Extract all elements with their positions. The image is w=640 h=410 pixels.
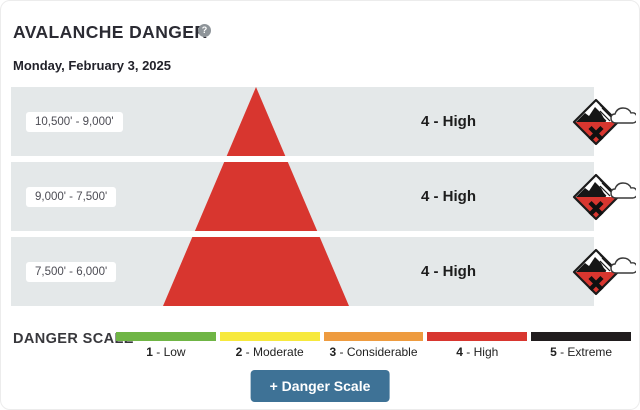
scale-level-moderate: 2 - Moderate (219, 332, 320, 359)
danger-scale-legend: 1 - Low 2 - Moderate 3 - Considerable 4 … (116, 332, 631, 359)
avalanche-high-icon (572, 96, 636, 148)
scale-swatch-moderate (219, 332, 320, 341)
scale-level-low: 1 - Low (116, 332, 216, 359)
page-title: AVALANCHE DANGER (13, 22, 208, 42)
avalanche-high-icon (572, 171, 636, 223)
elevation-band-middle: 9,000' - 7,500' 4 - High (11, 162, 594, 231)
scale-swatch-high (427, 332, 528, 341)
danger-rating: 4 - High (421, 188, 476, 205)
scale-level-label: 2 - Moderate (235, 345, 304, 359)
scale-level-label: 1 - Low (146, 345, 186, 359)
elevation-label: 10,500' - 9,000' (26, 111, 123, 132)
scale-swatch-extreme (531, 332, 631, 341)
scale-level-label: 3 - Considerable (329, 345, 418, 359)
danger-rating: 4 - High (421, 113, 476, 130)
avalanche-high-icon (572, 246, 636, 298)
scale-level-label: 5 - Extreme (550, 345, 613, 359)
scale-level-high: 4 - High (427, 332, 528, 359)
scale-swatch-low (116, 332, 216, 341)
elevation-band-lower: 7,500' - 6,000' 4 - High (11, 237, 594, 306)
scale-level-label: 4 - High (456, 345, 499, 359)
help-icon[interactable]: ? (198, 24, 211, 37)
forecast-date: Monday, February 3, 2025 (13, 58, 171, 73)
danger-rating: 4 - High (421, 263, 476, 280)
scale-level-extreme: 5 - Extreme (531, 332, 631, 359)
danger-scale-button[interactable]: + Danger Scale (250, 370, 390, 402)
danger-scale-heading: DANGER SCALE (13, 331, 134, 347)
elevation-label: 7,500' - 6,000' (26, 261, 117, 282)
scale-swatch-considerable (323, 332, 424, 341)
elevation-band-upper: 10,500' - 9,000' 4 - High (11, 87, 594, 156)
scale-level-considerable: 3 - Considerable (323, 332, 424, 359)
elevation-label: 9,000' - 7,500' (26, 186, 117, 207)
